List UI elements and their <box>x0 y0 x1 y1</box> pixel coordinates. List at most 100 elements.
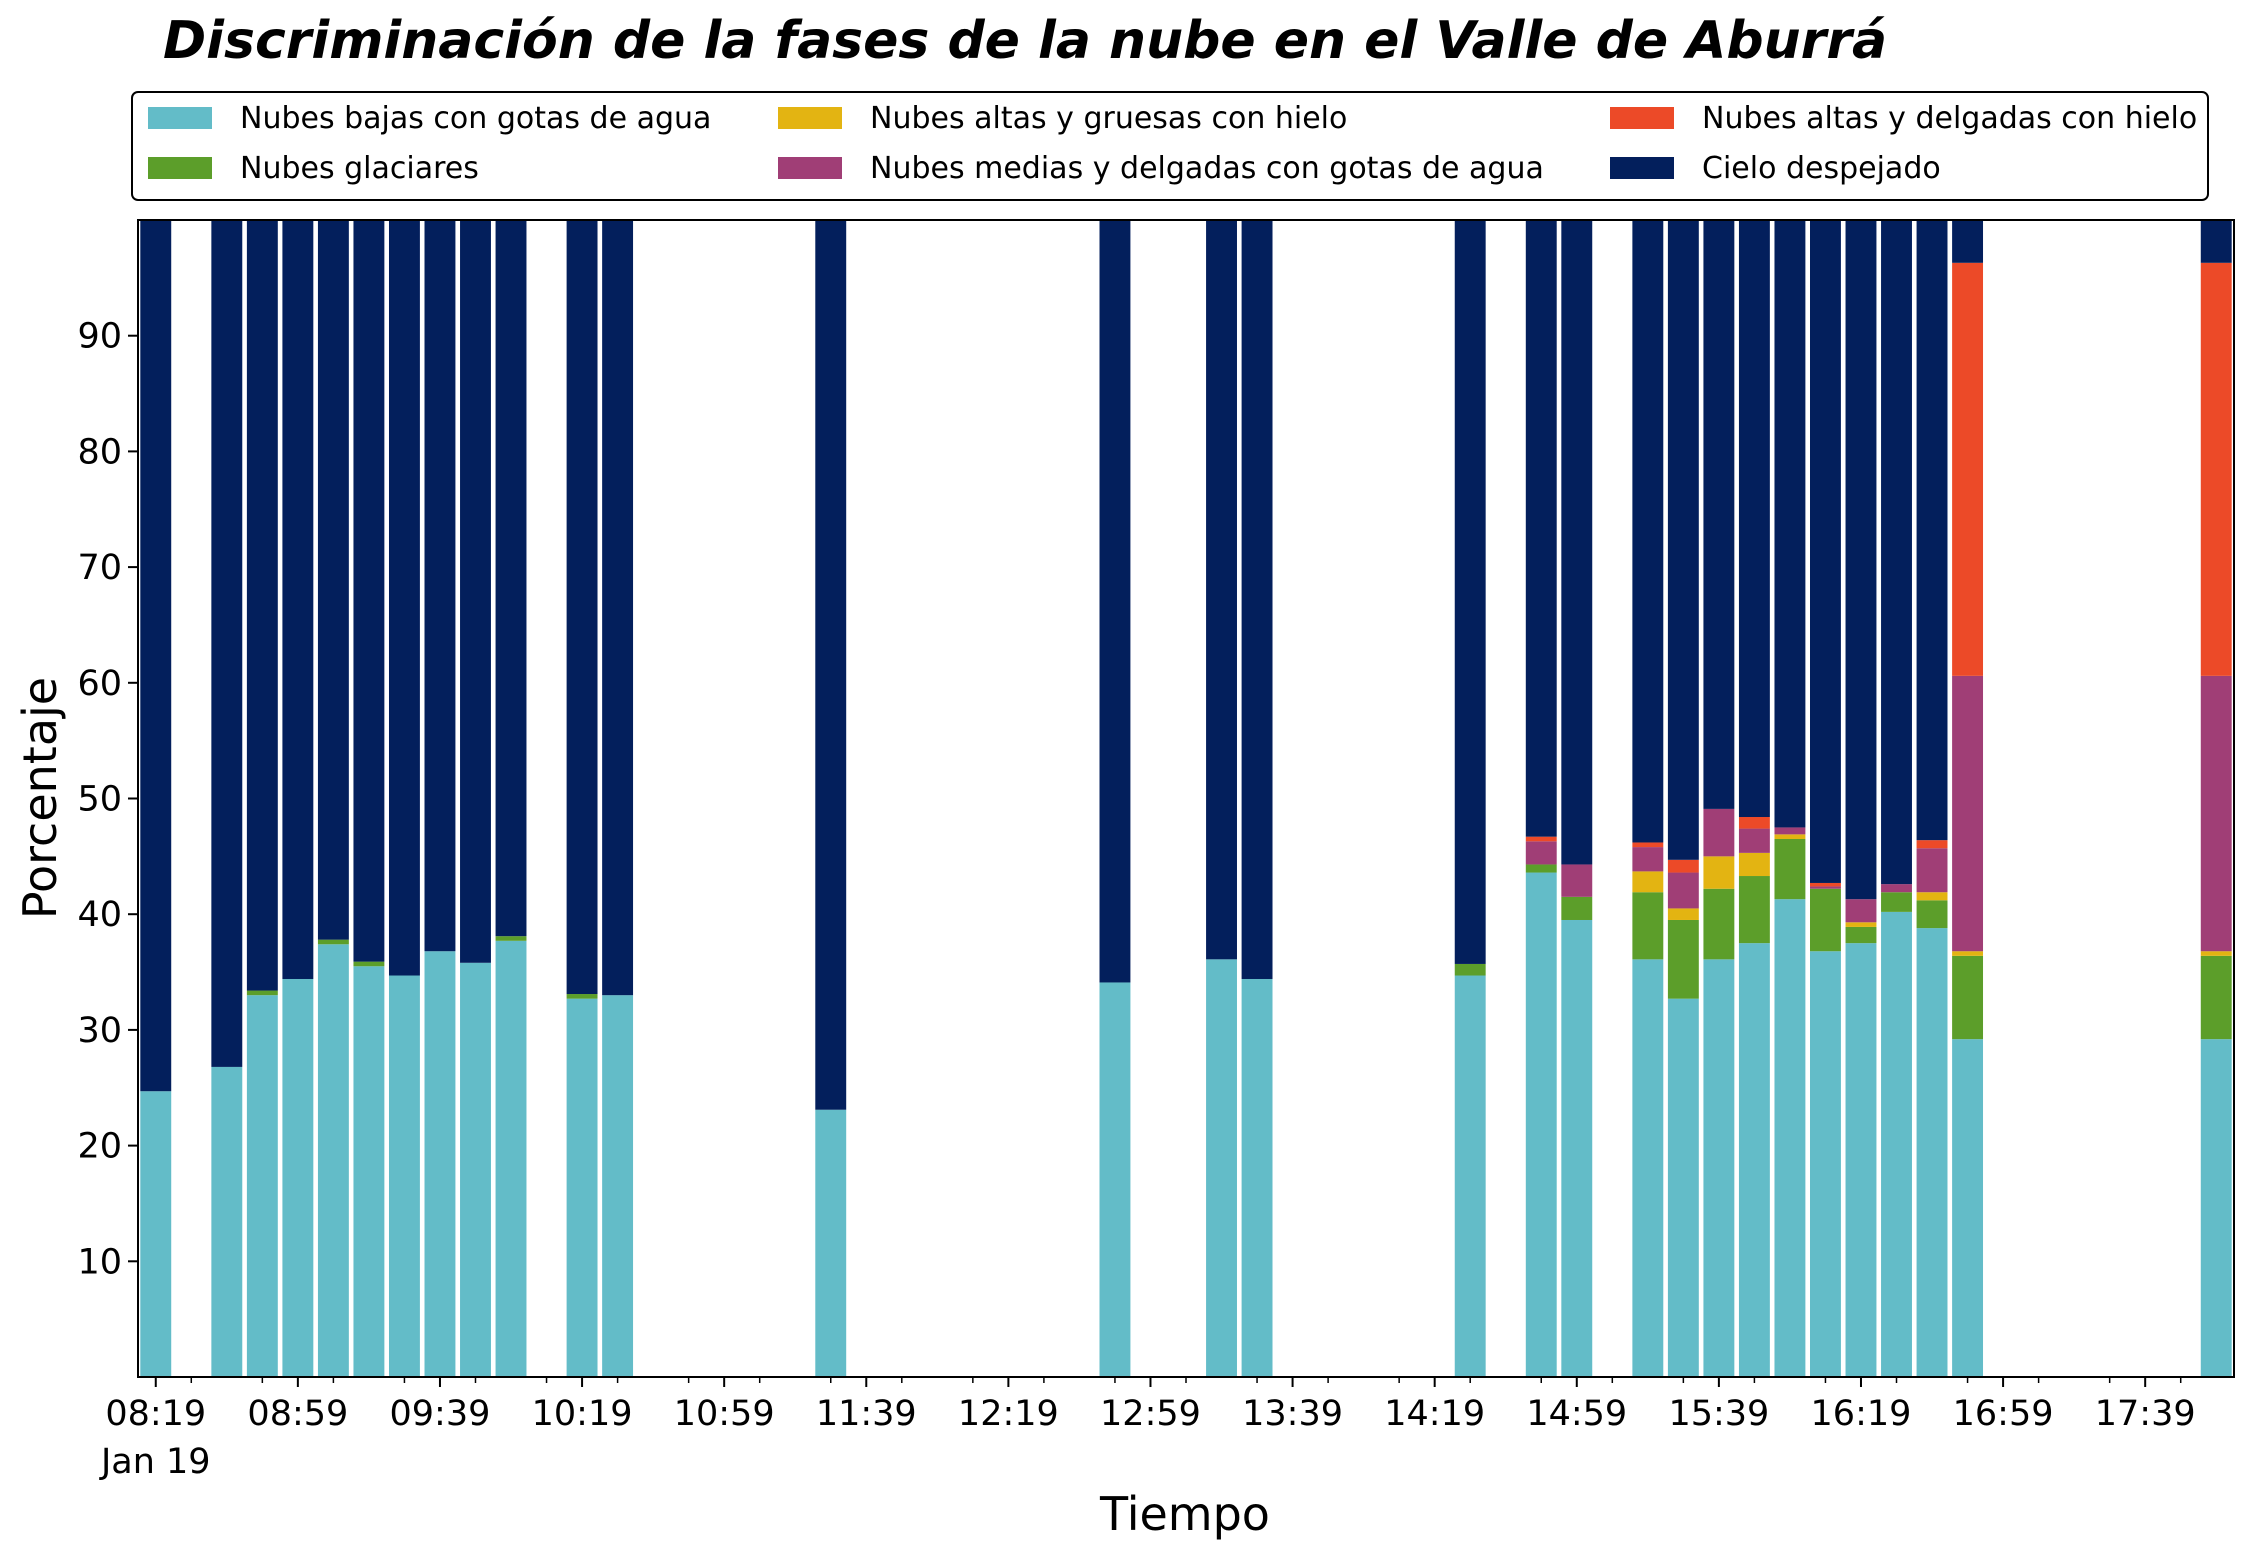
bar-segment-nubes-medias-y-delgadas-con-gotas-de-agua <box>1916 848 1948 893</box>
bar-segment-nubes-altas-y-delgadas-con-hielo <box>1952 262 1984 676</box>
bar-segment-nubes-medias-y-delgadas-con-gotas-de-agua <box>1738 828 1770 853</box>
bar-segment-nubes-bajas-con-gotas-de-agua <box>495 940 527 1377</box>
bar-segment-nubes-bajas-con-gotas-de-agua <box>424 951 456 1377</box>
bar-segment-cielo-despejado <box>1881 220 1912 885</box>
bar-segment-nubes-bajas-con-gotas-de-agua <box>1241 978 1273 1377</box>
bar-segment-nubes-glaciares <box>1881 892 1912 912</box>
y-axis: 10 20 30 40 50 60 70 80 90 <box>77 317 138 1282</box>
bar-segment-nubes-altas-y-delgadas-con-hielo <box>1810 882 1841 887</box>
bar-segment-cielo-despejado <box>1525 220 1557 837</box>
bars-group <box>140 220 2232 1378</box>
legend-swatch-nubes-bajas-con-gotas-de-agua <box>148 107 212 129</box>
bar-segment-nubes-glaciares <box>495 936 527 941</box>
x-tick-label: 12:59 <box>1100 1394 1201 1434</box>
bar-segment-nubes-medias-y-delgadas-con-gotas-de-agua <box>1561 864 1593 897</box>
x-tick-label: 17:39 <box>2095 1394 2196 1434</box>
bar-segment-nubes-glaciares <box>353 961 385 967</box>
bar-segment-nubes-glaciares <box>1525 864 1557 873</box>
bar-segment-nubes-glaciares <box>1703 888 1735 960</box>
bar-segment-cielo-despejado <box>1774 220 1806 828</box>
bar-segment-nubes-glaciares <box>566 994 598 999</box>
y-tick-label: 90 <box>77 317 122 357</box>
bar-segment-nubes-bajas-con-gotas-de-agua <box>602 995 634 1377</box>
x-date-label: Jan 19 <box>99 1442 211 1482</box>
y-tick-label: 30 <box>77 1011 122 1051</box>
bar-segment-nubes-medias-y-delgadas-con-gotas-de-agua <box>1952 675 1984 952</box>
bar-segment-nubes-altas-y-gruesas-con-hielo <box>1738 852 1770 877</box>
legend-swatch-cielo-despejado <box>1610 157 1674 179</box>
y-axis-label: Porcentaje <box>13 677 67 919</box>
bar-segment-nubes-altas-y-gruesas-con-hielo <box>1952 951 1984 956</box>
bar-segment-nubes-bajas-con-gotas-de-agua <box>282 978 314 1377</box>
bar-segment-nubes-glaciares <box>1952 955 1984 1040</box>
bar-segment-cielo-despejado <box>1454 220 1486 964</box>
bar-segment-nubes-bajas-con-gotas-de-agua <box>1810 951 1841 1377</box>
bar-segment-nubes-bajas-con-gotas-de-agua <box>1206 959 1237 1377</box>
bar-segment-nubes-bajas-con-gotas-de-agua <box>388 975 420 1377</box>
x-axis-label: Tiempo <box>1099 1487 1270 1541</box>
bar-segment-cielo-despejado <box>566 220 598 995</box>
bar-segment-nubes-altas-y-delgadas-con-hielo <box>1738 817 1770 829</box>
y-tick-label: 10 <box>77 1242 122 1282</box>
bar-segment-nubes-altas-y-delgadas-con-hielo <box>1916 840 1948 849</box>
legend-label-nubes-glaciares: Nubes glaciares <box>240 151 479 186</box>
y-tick-label: 70 <box>77 548 122 588</box>
legend-label-nubes-altas-y-gruesas-con-hielo: Nubes altas y gruesas con hielo <box>870 101 1347 136</box>
bar-segment-nubes-bajas-con-gotas-de-agua <box>1952 1039 1984 1377</box>
x-tick-label: 15:39 <box>1668 1394 1769 1434</box>
bar-segment-cielo-despejado <box>388 220 420 976</box>
legend: Nubes bajas con gotas de agua Nubes glaci… <box>131 91 2209 201</box>
legend-swatch-nubes-medias-y-delgadas-con-gotas-de-agua <box>778 157 842 179</box>
bar-segment-cielo-despejado <box>1206 220 1237 960</box>
x-tick-label: 14:19 <box>1384 1394 1485 1434</box>
bar-segment-cielo-despejado <box>2200 220 2232 263</box>
bar-segment-nubes-bajas-con-gotas-de-agua <box>1454 975 1486 1377</box>
bar-segment-cielo-despejado <box>1916 220 1948 841</box>
bar-segment-nubes-bajas-con-gotas-de-agua <box>1632 959 1664 1377</box>
x-tick-label: 08:19 <box>105 1394 206 1434</box>
bar-segment-nubes-medias-y-delgadas-con-gotas-de-agua <box>1525 841 1557 865</box>
bar-segment-cielo-despejado <box>1738 220 1770 818</box>
legend-label-nubes-altas-y-delgadas-con-hielo: Nubes altas y delgadas con hielo <box>1702 101 2197 136</box>
bar-segment-nubes-glaciares <box>1561 896 1593 920</box>
bar-segment-cielo-despejado <box>1810 220 1841 883</box>
bar-segment-nubes-medias-y-delgadas-con-gotas-de-agua <box>1845 899 1877 923</box>
bar-segment-nubes-bajas-con-gotas-de-agua <box>317 944 349 1377</box>
bar-segment-cielo-despejado <box>495 220 527 937</box>
bar-segment-nubes-bajas-con-gotas-de-agua <box>1703 959 1735 1377</box>
bar-segment-cielo-despejado <box>282 220 314 979</box>
bar-segment-cielo-despejado <box>1952 220 1984 263</box>
legend-label-nubes-bajas-con-gotas-de-agua: Nubes bajas con gotas de agua <box>240 101 711 136</box>
legend-swatch-nubes-altas-y-delgadas-con-hielo <box>1610 107 1674 129</box>
bar-segment-nubes-bajas-con-gotas-de-agua <box>1916 928 1948 1377</box>
legend-frame <box>131 91 2209 201</box>
bar-segment-nubes-altas-y-gruesas-con-hielo <box>1667 908 1699 920</box>
x-tick-label: 13:39 <box>1242 1394 1343 1434</box>
bar-segment-cielo-despejado <box>460 220 491 963</box>
bar-segment-cielo-despejado <box>1561 220 1593 865</box>
bar-segment-nubes-bajas-con-gotas-de-agua <box>1667 998 1699 1377</box>
bar-segment-nubes-bajas-con-gotas-de-agua <box>1881 911 1912 1377</box>
x-tick-label: 12:19 <box>958 1394 1059 1434</box>
bar-segment-nubes-bajas-con-gotas-de-agua <box>2200 1039 2232 1377</box>
bar-segment-nubes-altas-y-gruesas-con-hielo <box>1916 892 1948 901</box>
bar-segment-nubes-glaciares <box>1454 963 1486 976</box>
x-tick-label: 10:19 <box>532 1394 633 1434</box>
bar-segment-cielo-despejado <box>1241 220 1273 979</box>
y-tick-label: 50 <box>77 780 122 820</box>
y-tick-label: 40 <box>77 895 122 935</box>
bar-segment-nubes-bajas-con-gotas-de-agua <box>1525 872 1557 1377</box>
bar-segment-nubes-medias-y-delgadas-con-gotas-de-agua <box>1881 884 1912 893</box>
bar-segment-cielo-despejado <box>815 220 847 1110</box>
legend-label-cielo-despejado: Cielo despejado <box>1702 151 1941 186</box>
bar-segment-nubes-bajas-con-gotas-de-agua <box>1561 919 1593 1377</box>
bar-segment-cielo-despejado <box>1703 220 1735 809</box>
bar-segment-cielo-despejado <box>211 220 243 1067</box>
bar-segment-nubes-glaciares <box>1810 888 1841 952</box>
bar-segment-nubes-bajas-con-gotas-de-agua <box>211 1066 243 1377</box>
bar-segment-cielo-despejado <box>246 220 278 991</box>
x-tick-label: 11:39 <box>816 1394 917 1434</box>
bar-segment-cielo-despejado <box>317 220 349 940</box>
bar-segment-cielo-despejado <box>1667 220 1699 860</box>
bar-segment-nubes-medias-y-delgadas-con-gotas-de-agua <box>1667 872 1699 909</box>
